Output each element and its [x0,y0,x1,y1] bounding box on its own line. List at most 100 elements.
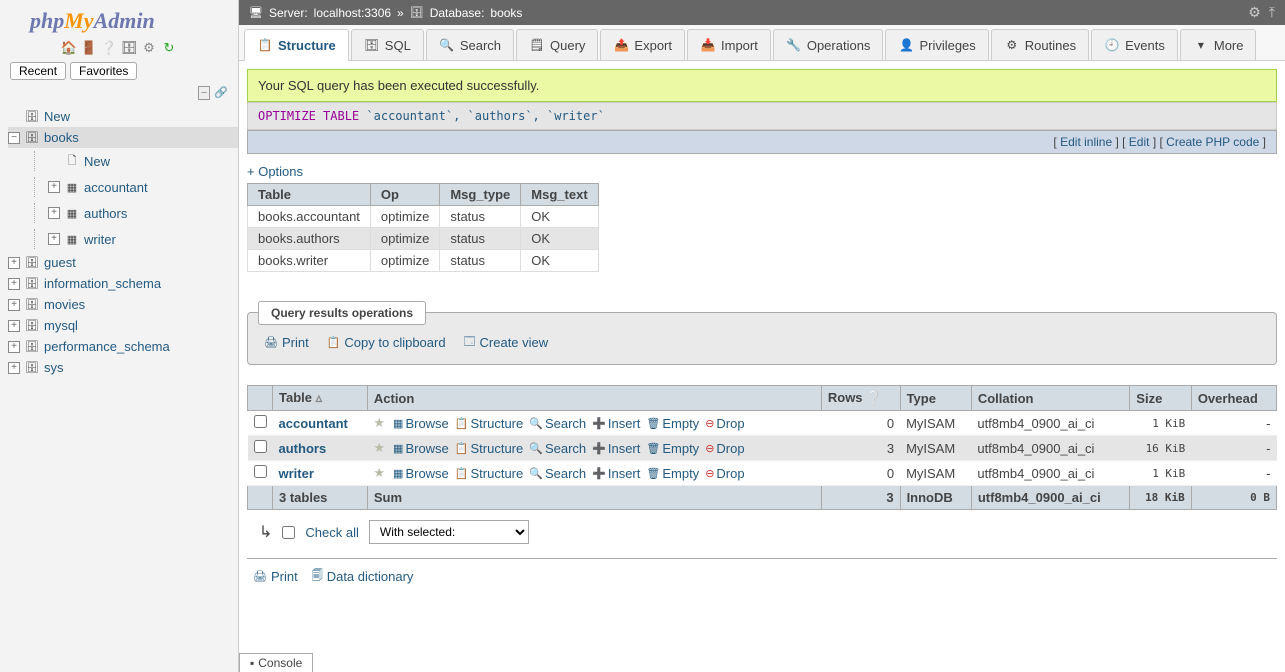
expand-icon[interactable]: + [48,233,60,245]
tab-export[interactable]: 📤Export [600,29,685,60]
create-php-link[interactable]: Create PHP code [1166,135,1259,149]
expand-icon[interactable]: + [8,299,20,311]
empty-link[interactable]: 🗑Empty [646,466,699,481]
insert-link[interactable]: ➕Insert [592,466,640,481]
search-link[interactable]: 🔍Search [529,416,586,431]
structure-link[interactable]: 📋Structure [455,416,523,431]
star-icon[interactable]: ★ [373,415,385,430]
help-icon[interactable]: ❔ [101,40,117,56]
home-icon[interactable]: 🏠 [61,40,77,56]
empty-link[interactable]: 🗑Empty [646,441,699,456]
structure-link[interactable]: 📋Structure [455,466,523,481]
recent-button[interactable]: Recent [10,62,66,80]
search-link[interactable]: 🔍Search [529,441,586,456]
tree-item-authors[interactable]: +▦authors [8,200,238,226]
link-icon[interactable]: 🔗 [214,86,228,100]
browse-link[interactable]: ▦Browse [393,416,449,431]
tree-db-performance_schema[interactable]: +🗄performance_schema [8,336,238,357]
bc-server-link[interactable]: localhost:3306 [314,6,391,20]
th-collation[interactable]: Collation [971,386,1129,411]
tab-more[interactable]: ▾More [1180,29,1257,60]
tree-db-information_schema[interactable]: +🗄information_schema [8,273,238,294]
th-type[interactable]: Type [900,386,971,411]
bc-db-link[interactable]: books [490,6,522,20]
with-selected-select[interactable]: With selected: [369,520,529,544]
bottom-links: 🖨Print 🗐Data dictionary [247,563,1277,590]
expand-icon[interactable]: + [8,278,20,290]
browse-link[interactable]: ▦Browse [393,466,449,481]
expand-icon[interactable]: + [8,362,20,374]
row-checkbox[interactable] [254,440,267,453]
tab-search[interactable]: 🔍Search [426,29,514,60]
table-name-link[interactable]: accountant [279,416,348,431]
tab-privileges[interactable]: 👤Privileges [885,29,988,60]
tab-events[interactable]: 🕘Events [1091,29,1178,60]
arrow-up-icon: ↳ [259,522,272,542]
console-tab[interactable]: ▪Console [239,653,313,672]
insert-link[interactable]: ➕Insert [592,441,640,456]
tab-query[interactable]: 🗒Query [516,29,598,60]
row-checkbox[interactable] [254,415,267,428]
empty-icon: 🗑 [646,467,660,480]
th-table[interactable]: Table ▵ [273,386,368,411]
print-link[interactable]: 🖨Print [264,333,309,352]
tab-sql[interactable]: 🗄SQL [351,29,424,60]
star-icon[interactable]: ★ [373,440,385,455]
db-icon: 🗄 [24,319,40,333]
th-overhead[interactable]: Overhead [1191,386,1276,411]
tree-db-mysql[interactable]: +🗄mysql [8,315,238,336]
gear-icon[interactable]: ⚙ [1248,4,1261,21]
view-icon: 🗔 [464,333,476,352]
row-checkbox[interactable] [254,465,267,478]
expand-icon[interactable]: + [48,181,60,193]
logo[interactable]: phpMyAdmin [0,0,238,38]
settings-icon[interactable]: ⚙ [141,40,157,56]
star-icon[interactable]: ★ [373,465,385,480]
expand-icon[interactable]: + [8,320,20,332]
edit-link[interactable]: Edit [1129,135,1150,149]
expand-icon[interactable]: + [8,257,20,269]
insert-link[interactable]: ➕Insert [592,416,640,431]
tree-db-movies[interactable]: +🗄movies [8,294,238,315]
table-name-link[interactable]: writer [279,466,314,481]
collapse-icon[interactable]: − [8,132,20,144]
tab-import[interactable]: 📥Import [687,29,771,60]
favorites-button[interactable]: Favorites [70,62,137,80]
print-bottom-link[interactable]: 🖨Print [253,567,298,586]
tree-db-books[interactable]: −🗄books [8,127,238,148]
search-link[interactable]: 🔍Search [529,466,586,481]
copy-clipboard-link[interactable]: 📋Copy to clipboard [327,333,446,352]
check-all-checkbox[interactable] [282,526,295,539]
expand-icon[interactable]: + [8,341,20,353]
drop-link[interactable]: ⊖Drop [705,441,744,456]
sql-icon[interactable]: 🗄 [121,40,137,56]
options-toggle[interactable]: + Options [247,164,303,179]
table-name-link[interactable]: authors [279,441,327,456]
reload-icon[interactable]: ↻ [161,40,177,56]
tree-item-writer[interactable]: +▦writer [8,226,238,252]
db-icon: 🗄 [24,340,40,354]
th-size[interactable]: Size [1130,386,1192,411]
create-view-link[interactable]: 🗔Create view [464,333,549,352]
data-dictionary-link[interactable]: 🗐Data dictionary [312,567,414,586]
drop-link[interactable]: ⊖Drop [705,466,744,481]
check-all-link[interactable]: Check all [305,525,358,540]
empty-link[interactable]: 🗑Empty [646,416,699,431]
tab-operations[interactable]: 🔧Operations [773,29,884,60]
top-icon[interactable]: ⤒ [1269,4,1275,21]
tree-item-New[interactable]: 🗋New [8,148,238,174]
th-rows[interactable]: Rows ❔ [821,386,900,411]
tree-new[interactable]: 🗄New [8,106,238,127]
structure-link[interactable]: 📋Structure [455,441,523,456]
tree-item-accountant[interactable]: +▦accountant [8,174,238,200]
tree-db-guest[interactable]: +🗄guest [8,252,238,273]
tab-routines[interactable]: ⚙Routines [991,29,1089,60]
edit-inline-link[interactable]: Edit inline [1060,135,1112,149]
drop-link[interactable]: ⊖Drop [705,416,744,431]
expand-icon[interactable]: + [48,207,60,219]
collapse-icon[interactable]: − [198,86,210,100]
tree-db-sys[interactable]: +🗄sys [8,357,238,378]
browse-link[interactable]: ▦Browse [393,441,449,456]
tab-structure[interactable]: 📋Structure [244,29,349,61]
exit-icon[interactable]: 🚪 [81,40,97,56]
